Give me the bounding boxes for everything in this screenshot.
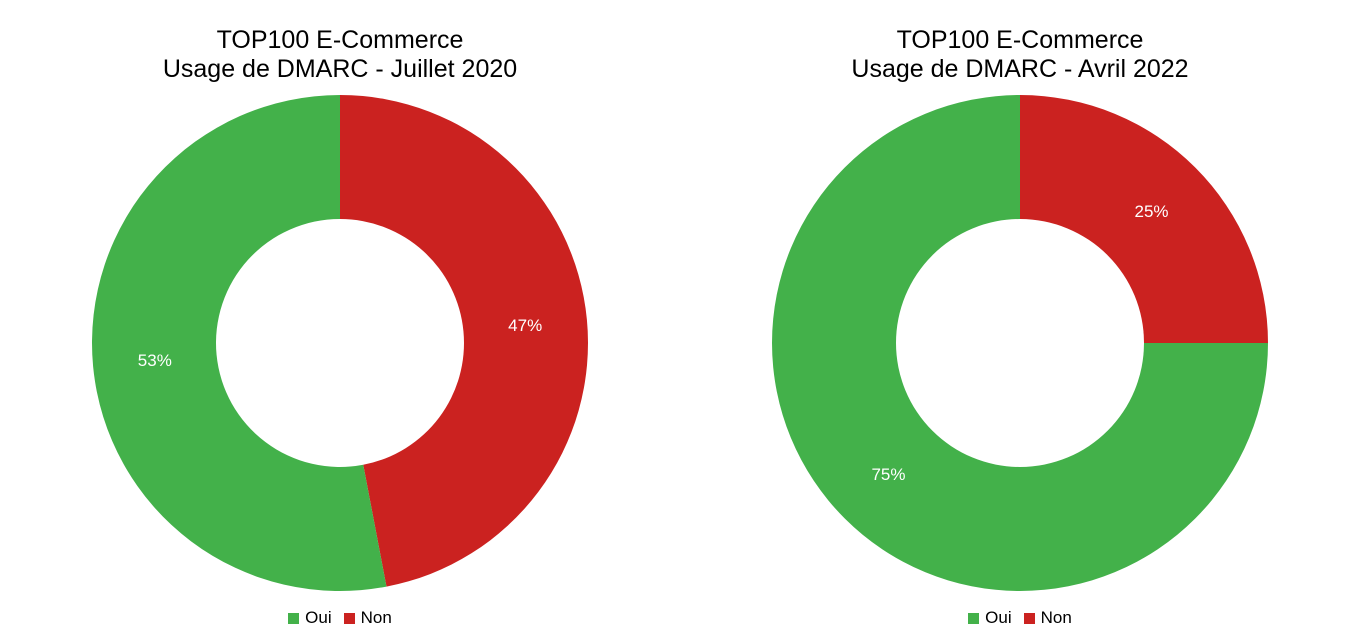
legend-label-oui: Oui (305, 608, 332, 627)
chart-title-line-2: Usage de DMARC - Juillet 2020 (162, 55, 518, 83)
legend-swatch-oui (288, 612, 300, 624)
donut-slice-non (340, 95, 588, 587)
legend-swatch-non (1023, 612, 1035, 624)
chart-title-line-1: TOP100 E-Commerce (216, 26, 464, 54)
data-label-non: 47% (508, 316, 542, 335)
chart-legend: Oui Non (0, 607, 680, 629)
legend-item-oui: Oui (288, 607, 332, 629)
legend-item-non: Non (1023, 607, 1072, 629)
legend-label-non: Non (360, 608, 392, 627)
chart-panel-2020: TOP100 E-Commerce Usage de DMARC - Juill… (0, 26, 680, 629)
donut-slice-oui (91, 95, 387, 591)
legend-swatch-non (343, 612, 355, 624)
legend-label-oui: Oui (985, 608, 1012, 627)
donut-chart-2020: 47% 53% (91, 95, 588, 591)
chart-title-line-1: TOP100 E-Commerce (896, 26, 1144, 54)
legend-item-non: Non (343, 607, 392, 629)
data-label-non: 25% (1135, 202, 1169, 221)
legend-item-oui: Oui (968, 607, 1012, 629)
chart-panel-2022: TOP100 E-Commerce Usage de DMARC - Avril… (680, 0, 1360, 633)
donut-slice-non (1020, 95, 1268, 343)
donut-slice-oui (772, 95, 1268, 591)
chart-title-line-2: Usage de DMARC - Avril 2022 (851, 55, 1189, 83)
legend-swatch-oui (968, 612, 980, 624)
data-label-oui: 75% (871, 465, 905, 484)
chart-legend: Oui Non (680, 607, 1360, 629)
legend-label-non: Non (1040, 608, 1072, 627)
donut-chart-2022: 25% 75% (772, 95, 1268, 591)
chart-title: TOP100 E-Commerce Usage de DMARC - Avril… (680, 26, 1360, 84)
data-label-oui: 53% (138, 351, 172, 370)
chart-title: TOP100 E-Commerce Usage de DMARC - Juill… (0, 26, 680, 84)
